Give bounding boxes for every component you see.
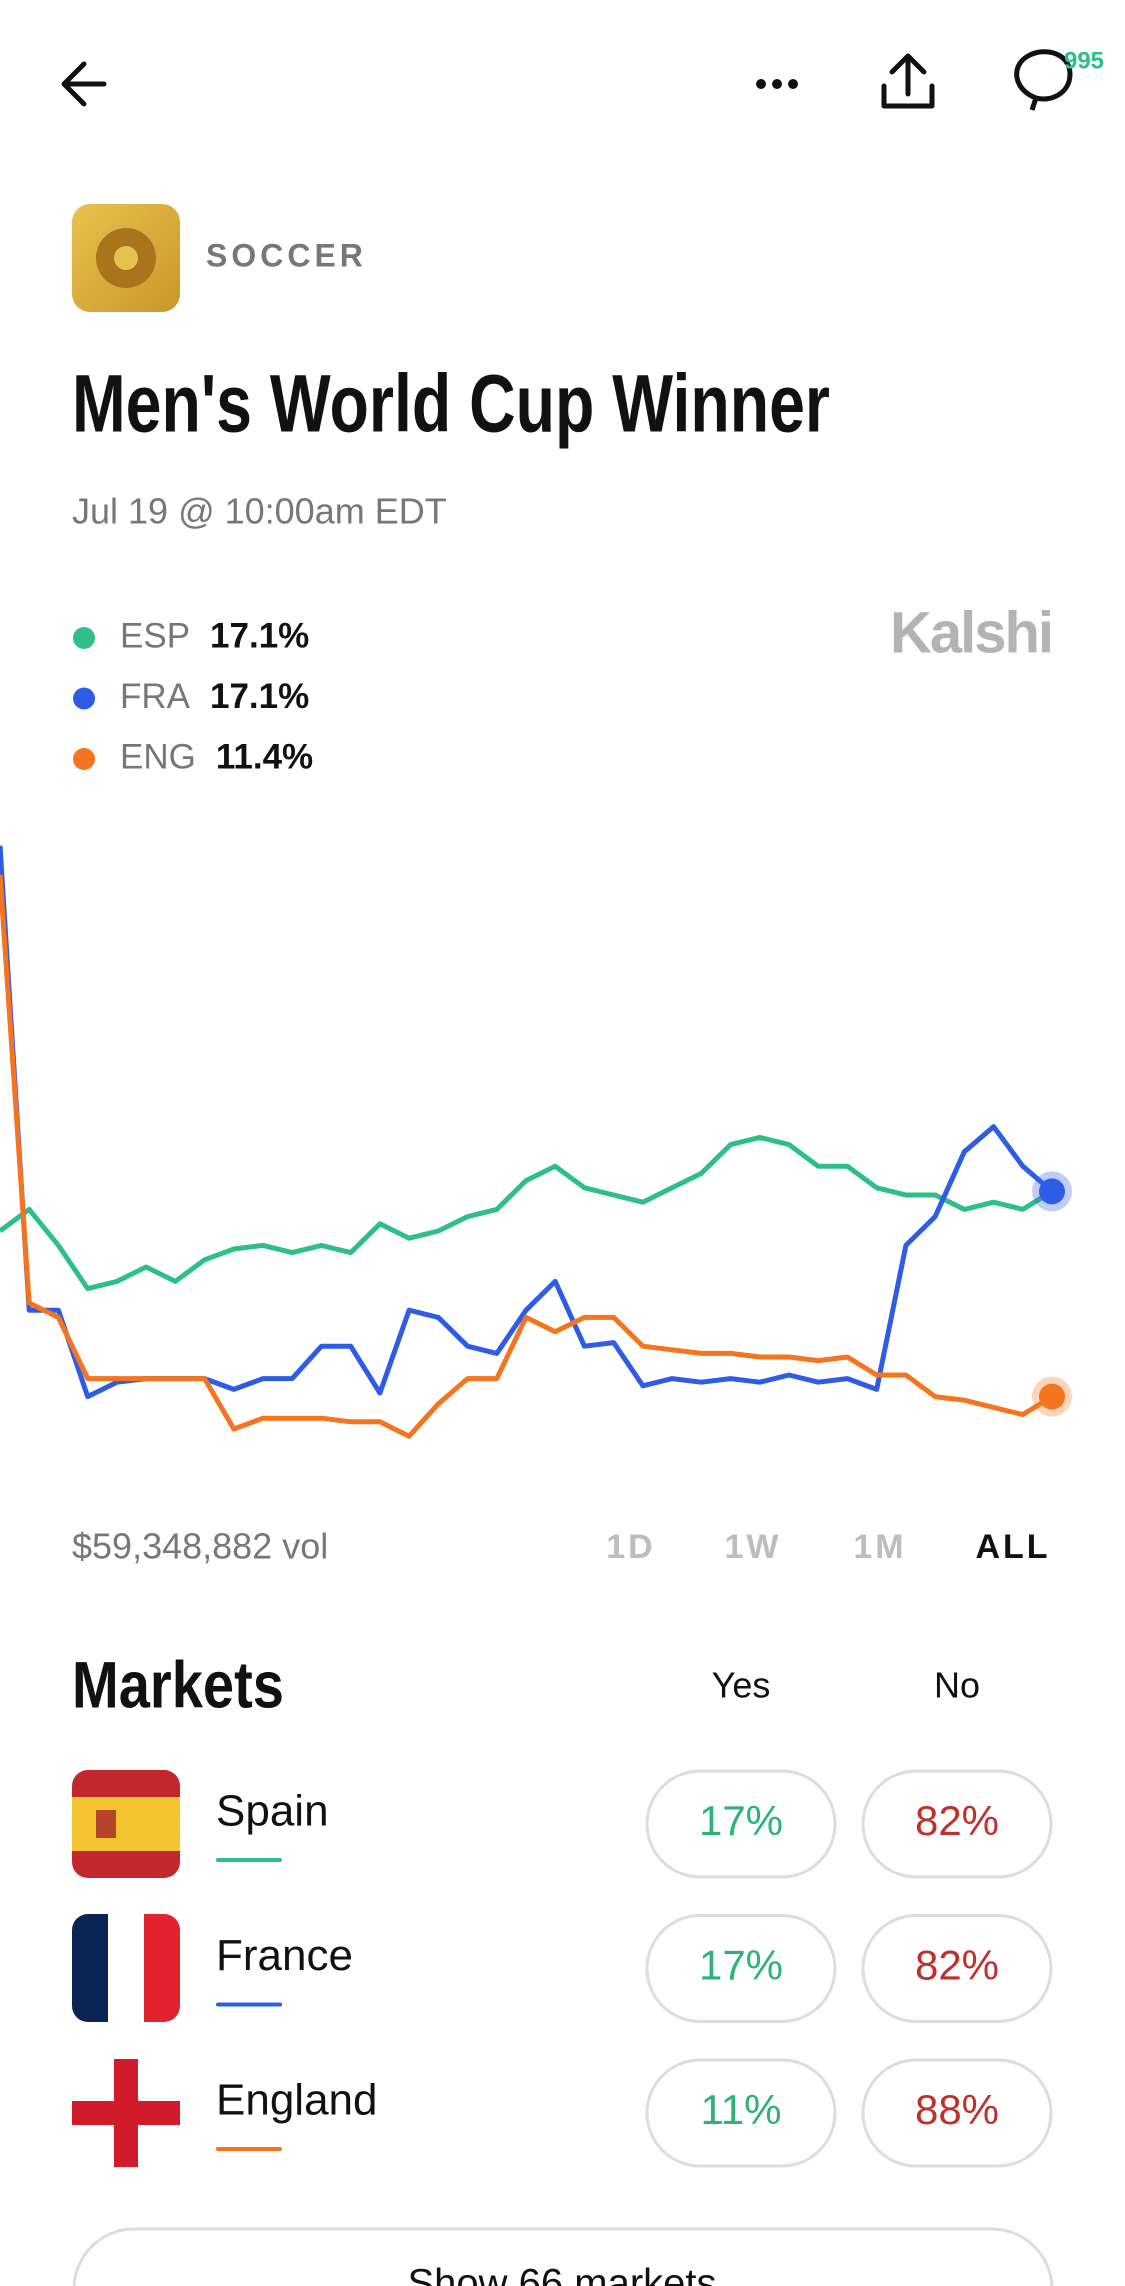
legend-name: ESP: [120, 616, 190, 655]
end-dot: [1039, 1383, 1065, 1410]
show-more-label: Show 66 markets: [407, 2262, 716, 2286]
flag-england: [72, 2059, 180, 2167]
legend-value: 11.4%: [216, 737, 313, 776]
market-underline: [216, 2002, 282, 2007]
line-series: [0, 1134, 1054, 1292]
market-underline: [216, 1858, 282, 1862]
no-header: No: [934, 1665, 980, 1706]
back-button[interactable]: [61, 61, 107, 107]
show-more-button[interactable]: [72, 2227, 1054, 2286]
flag-france: [72, 1914, 180, 2022]
event-date: Jul 19 @ 10:00am EDT: [72, 491, 447, 532]
legend-dot: [73, 687, 95, 710]
market-rows: Spain 17% 82% France 17% 82% England 11% 88%: [216, 1769, 1053, 2168]
volume: $59,348,882 vol: [72, 1526, 328, 1567]
share-button[interactable]: [881, 53, 935, 109]
range-tab[interactable]: 1D: [606, 1528, 655, 1566]
comments-button[interactable]: 995: [1014, 47, 1104, 111]
legend-dot: [73, 748, 95, 770]
legend-dot: [73, 627, 95, 649]
yes-button[interactable]: [645, 1914, 837, 2023]
more-button[interactable]: [756, 79, 798, 89]
range-tab-active[interactable]: ALL: [975, 1528, 1050, 1566]
brand: Kalshi: [890, 600, 1052, 665]
market-underline: [216, 2147, 282, 2151]
chart: [0, 845, 1072, 1439]
no-price: 82%: [915, 1942, 999, 1989]
end-dot: [1039, 1178, 1065, 1205]
no-button[interactable]: [861, 2058, 1053, 2168]
yes-header: Yes: [712, 1665, 771, 1706]
market-name: England: [216, 2076, 377, 2125]
no-price: 82%: [915, 1797, 999, 1844]
no-price: 88%: [915, 2086, 999, 2133]
event-title: Men's World Cup Winner: [72, 359, 830, 450]
no-button[interactable]: [861, 1914, 1053, 2023]
line-series: [0, 845, 1054, 1400]
flag-spain: [72, 1770, 180, 1878]
legend-value: 17.1%: [210, 677, 309, 716]
yes-price: 17%: [699, 1797, 783, 1844]
comment-count: 995: [1064, 47, 1104, 74]
category-label: SOCCER: [206, 237, 367, 273]
market-name: Spain: [216, 1787, 329, 1836]
yes-price: 11%: [701, 2086, 782, 2133]
legend-name: FRA: [120, 677, 191, 716]
yes-button[interactable]: [645, 1769, 837, 1879]
yes-price: 17%: [699, 1942, 783, 1989]
yes-button[interactable]: [645, 2058, 837, 2168]
range-tab[interactable]: 1W: [725, 1528, 782, 1566]
no-button[interactable]: [861, 1769, 1053, 1879]
range-tab[interactable]: 1M: [853, 1528, 906, 1566]
line-series: [0, 874, 1054, 1439]
market-name: France: [216, 1931, 353, 1980]
markets-title: Markets: [72, 1647, 284, 1721]
legend-name: ENG: [120, 737, 196, 776]
ball-icon-center: [114, 246, 138, 270]
legend-value: 17.1%: [210, 616, 309, 655]
legend: ESP 17.1% FRA 17.1% ENG 11.4%: [73, 616, 313, 776]
